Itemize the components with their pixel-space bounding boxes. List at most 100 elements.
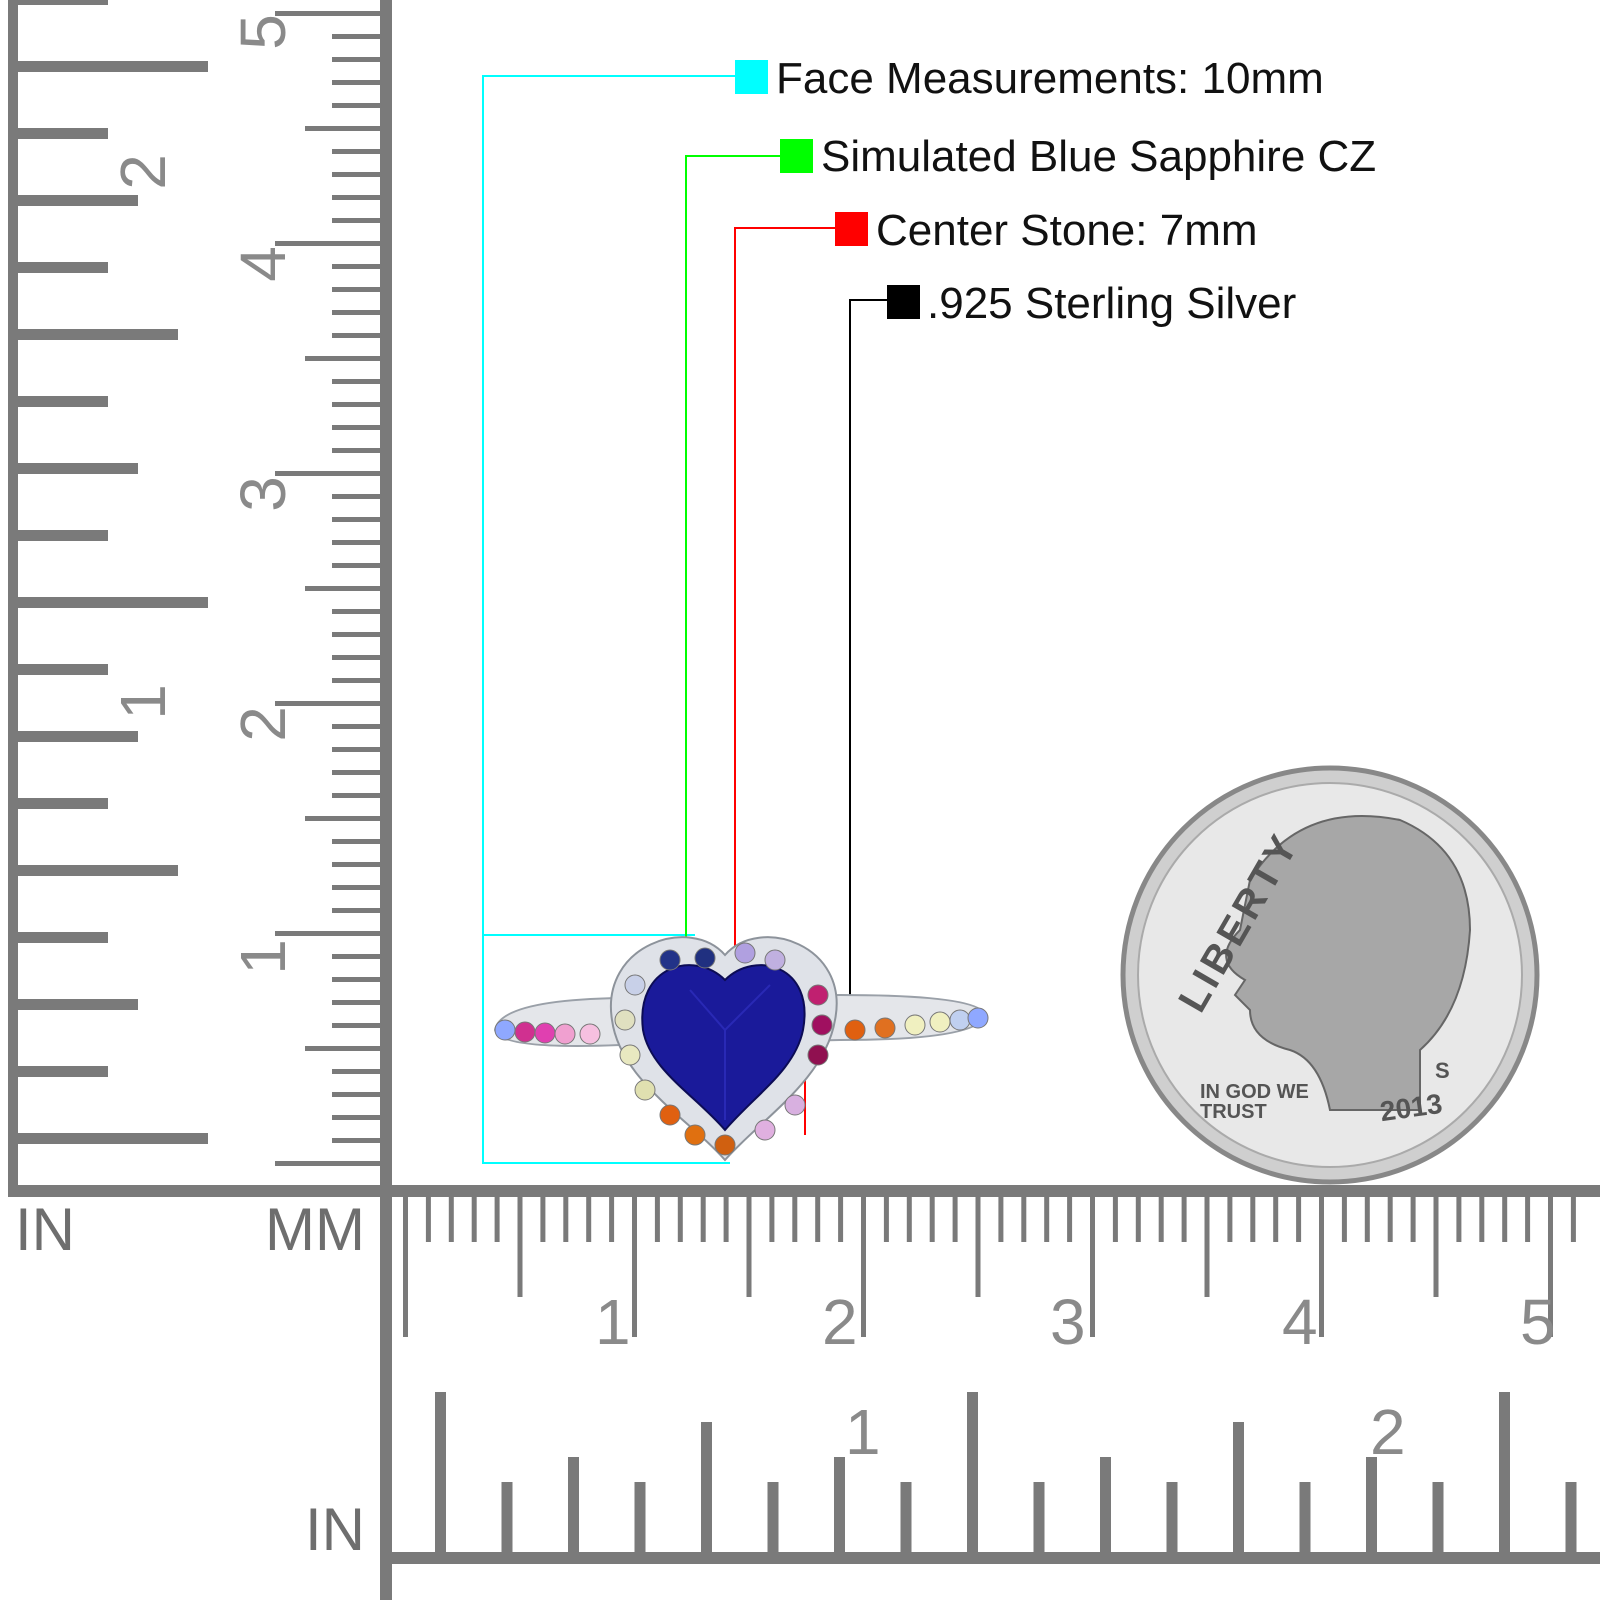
inch-tick-h <box>767 1482 779 1552</box>
mm-tick <box>332 379 380 384</box>
ruler-edge-top <box>8 1185 1600 1197</box>
accent-stone <box>554 1023 576 1045</box>
ruler-mm-h-1: 1 <box>595 1286 631 1358</box>
mm-tick <box>332 1023 380 1028</box>
mm-tick <box>332 563 380 568</box>
mm-tick <box>275 701 380 706</box>
accent-stone <box>659 949 681 971</box>
mm-tick-h <box>1341 1197 1347 1242</box>
mm-tick <box>332 609 380 614</box>
inch-tick <box>18 798 108 809</box>
coin-motto: IN GOD WE TRUST <box>1200 1081 1309 1123</box>
ruler-edge-bl <box>380 1185 392 1600</box>
mm-tick <box>332 287 380 292</box>
mm-tick <box>332 1115 380 1120</box>
mm-tick-h <box>815 1197 821 1242</box>
mm-tick <box>332 632 380 637</box>
center-stone-swatch <box>835 212 868 246</box>
mm-tick-h <box>494 1197 500 1242</box>
mm-tick <box>332 402 380 407</box>
mm-tick <box>332 747 380 752</box>
mm-tick <box>305 126 380 131</box>
inch-tick-h <box>701 1422 712 1552</box>
mm-tick-h <box>586 1197 592 1242</box>
ruler-in-h-2: 2 <box>1370 1396 1406 1468</box>
mm-tick <box>305 816 380 821</box>
accent-stone <box>634 1079 656 1101</box>
unit-mm: MM <box>265 1196 365 1263</box>
mm-tick <box>332 1000 380 1005</box>
inch-tick-h <box>1233 1422 1244 1552</box>
mm-tick-h <box>883 1197 889 1242</box>
mm-tick-h <box>1570 1197 1576 1242</box>
mm-tick-h <box>1319 1197 1324 1337</box>
mm-tick-h <box>1090 1197 1095 1337</box>
mm-tick-h <box>471 1197 477 1242</box>
mm-tick <box>332 977 380 982</box>
inch-tick-h <box>1499 1392 1510 1552</box>
accent-stone <box>811 1014 833 1036</box>
mm-tick <box>332 264 380 269</box>
mm-tick <box>332 172 380 177</box>
mm-tick-h <box>654 1197 660 1242</box>
mm-tick-h <box>952 1197 958 1242</box>
inch-tick-h <box>501 1482 513 1552</box>
mm-tick <box>275 11 380 16</box>
ruler-edge-bottom <box>380 1552 1600 1564</box>
accent-stone <box>714 1134 736 1156</box>
inch-tick <box>18 329 178 340</box>
mm-tick <box>332 1138 380 1143</box>
ruler-in-h-1: 1 <box>845 1396 881 1468</box>
mm-tick-h <box>1387 1197 1393 1242</box>
accent-stone <box>659 1104 681 1126</box>
mm-tick-h <box>1158 1197 1164 1242</box>
mm-tick-h <box>1135 1197 1141 1242</box>
silver-swatch <box>887 285 920 319</box>
inch-tick <box>18 128 108 139</box>
inch-tick <box>18 865 178 876</box>
mm-tick <box>305 586 380 591</box>
mm-tick <box>332 333 380 338</box>
accent-stone <box>904 1014 926 1036</box>
inch-tick-h <box>834 1457 845 1552</box>
accent-stone <box>754 1119 776 1141</box>
mm-tick-h <box>1112 1197 1118 1242</box>
inch-tick <box>18 664 108 675</box>
inch-tick <box>18 999 138 1010</box>
mm-tick-h <box>792 1197 798 1242</box>
mm-tick-h <box>998 1197 1004 1242</box>
mm-tick-h <box>448 1197 454 1242</box>
mm-tick-h <box>1250 1197 1256 1242</box>
mm-tick <box>332 1069 380 1074</box>
silver-label: .925 Sterling Silver <box>927 279 1297 328</box>
accent-stone <box>807 1044 829 1066</box>
mm-tick <box>332 678 380 683</box>
mm-tick-h <box>1204 1197 1210 1297</box>
mm-tick <box>305 356 380 361</box>
mm-tick-h <box>1273 1197 1279 1242</box>
inch-tick <box>18 262 108 273</box>
inch-tick-h <box>1366 1457 1377 1552</box>
accent-stone <box>764 949 786 971</box>
mm-tick <box>332 149 380 154</box>
mm-tick-h <box>975 1197 981 1297</box>
silver-line <box>849 299 887 1000</box>
mm-tick <box>275 931 380 936</box>
mm-tick-h <box>403 1197 408 1337</box>
inch-tick-h <box>1166 1482 1178 1552</box>
mm-tick <box>332 517 380 522</box>
accent-stone <box>784 1094 806 1116</box>
mm-tick-h <box>540 1197 546 1242</box>
inch-tick <box>18 932 108 943</box>
unit-in-bottom: IN <box>305 1496 365 1563</box>
accent-stones <box>494 942 989 1156</box>
mm-tick-h <box>632 1197 637 1337</box>
center-stone <box>641 964 806 1132</box>
mm-tick <box>332 908 380 913</box>
mm-tick-h <box>1067 1197 1073 1242</box>
inch-tick-h <box>1100 1457 1111 1552</box>
mm-tick <box>332 540 380 545</box>
mm-tick-h <box>700 1197 706 1242</box>
mm-tick-h <box>677 1197 683 1242</box>
